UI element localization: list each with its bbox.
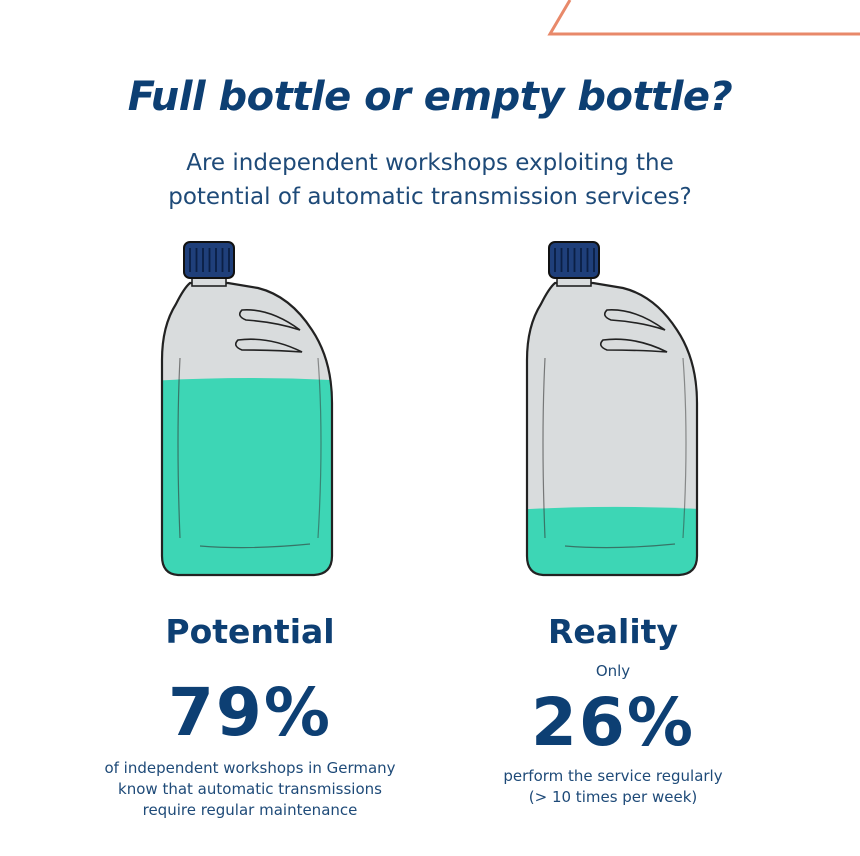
description-line: perform the service regularly [503,767,723,785]
potential-description: of independent workshops in Germany know… [70,758,430,821]
handle-groove [603,309,666,331]
bottle-outline [160,281,334,577]
bottle-body [527,283,697,575]
bottle-highlight [177,357,181,539]
description-line: (> 10 times per week) [528,788,698,806]
bottle-potential [160,241,334,577]
page-subtitle: Are independent workshops exploiting the… [0,146,860,214]
reality-description: perform the service regularly (> 10 time… [433,766,793,808]
potential-percent: 79% [168,674,332,751]
handle-groove [599,338,668,353]
reality-percent: 26% [531,684,695,761]
handle-groove [234,338,303,353]
description-line: require regular maintenance [142,801,358,819]
bottle-highlight [542,357,546,539]
bottle-side-line [317,357,322,539]
description-line: know that automatic transmissions [118,780,382,798]
reality-only-label: Only [595,662,631,680]
subtitle-line: potential of automatic transmission serv… [168,184,692,210]
bottle-base-line [199,543,311,549]
bottle-side-line [682,357,687,539]
bottle-base-line [564,543,676,549]
corner-decoration [547,0,860,36]
handle-groove [238,309,301,331]
bottle-reality [525,241,699,577]
liquid-fill [527,506,697,575]
potential-heading: Potential [165,612,335,651]
reality-heading: Reality [548,612,678,651]
bottle-outline [525,281,699,577]
subtitle-line: Are independent workshops exploiting the [186,150,674,176]
liquid-fill [162,378,332,575]
description-line: of independent workshops in Germany [104,759,396,777]
page-title: Full bottle or empty bottle? [127,74,733,120]
